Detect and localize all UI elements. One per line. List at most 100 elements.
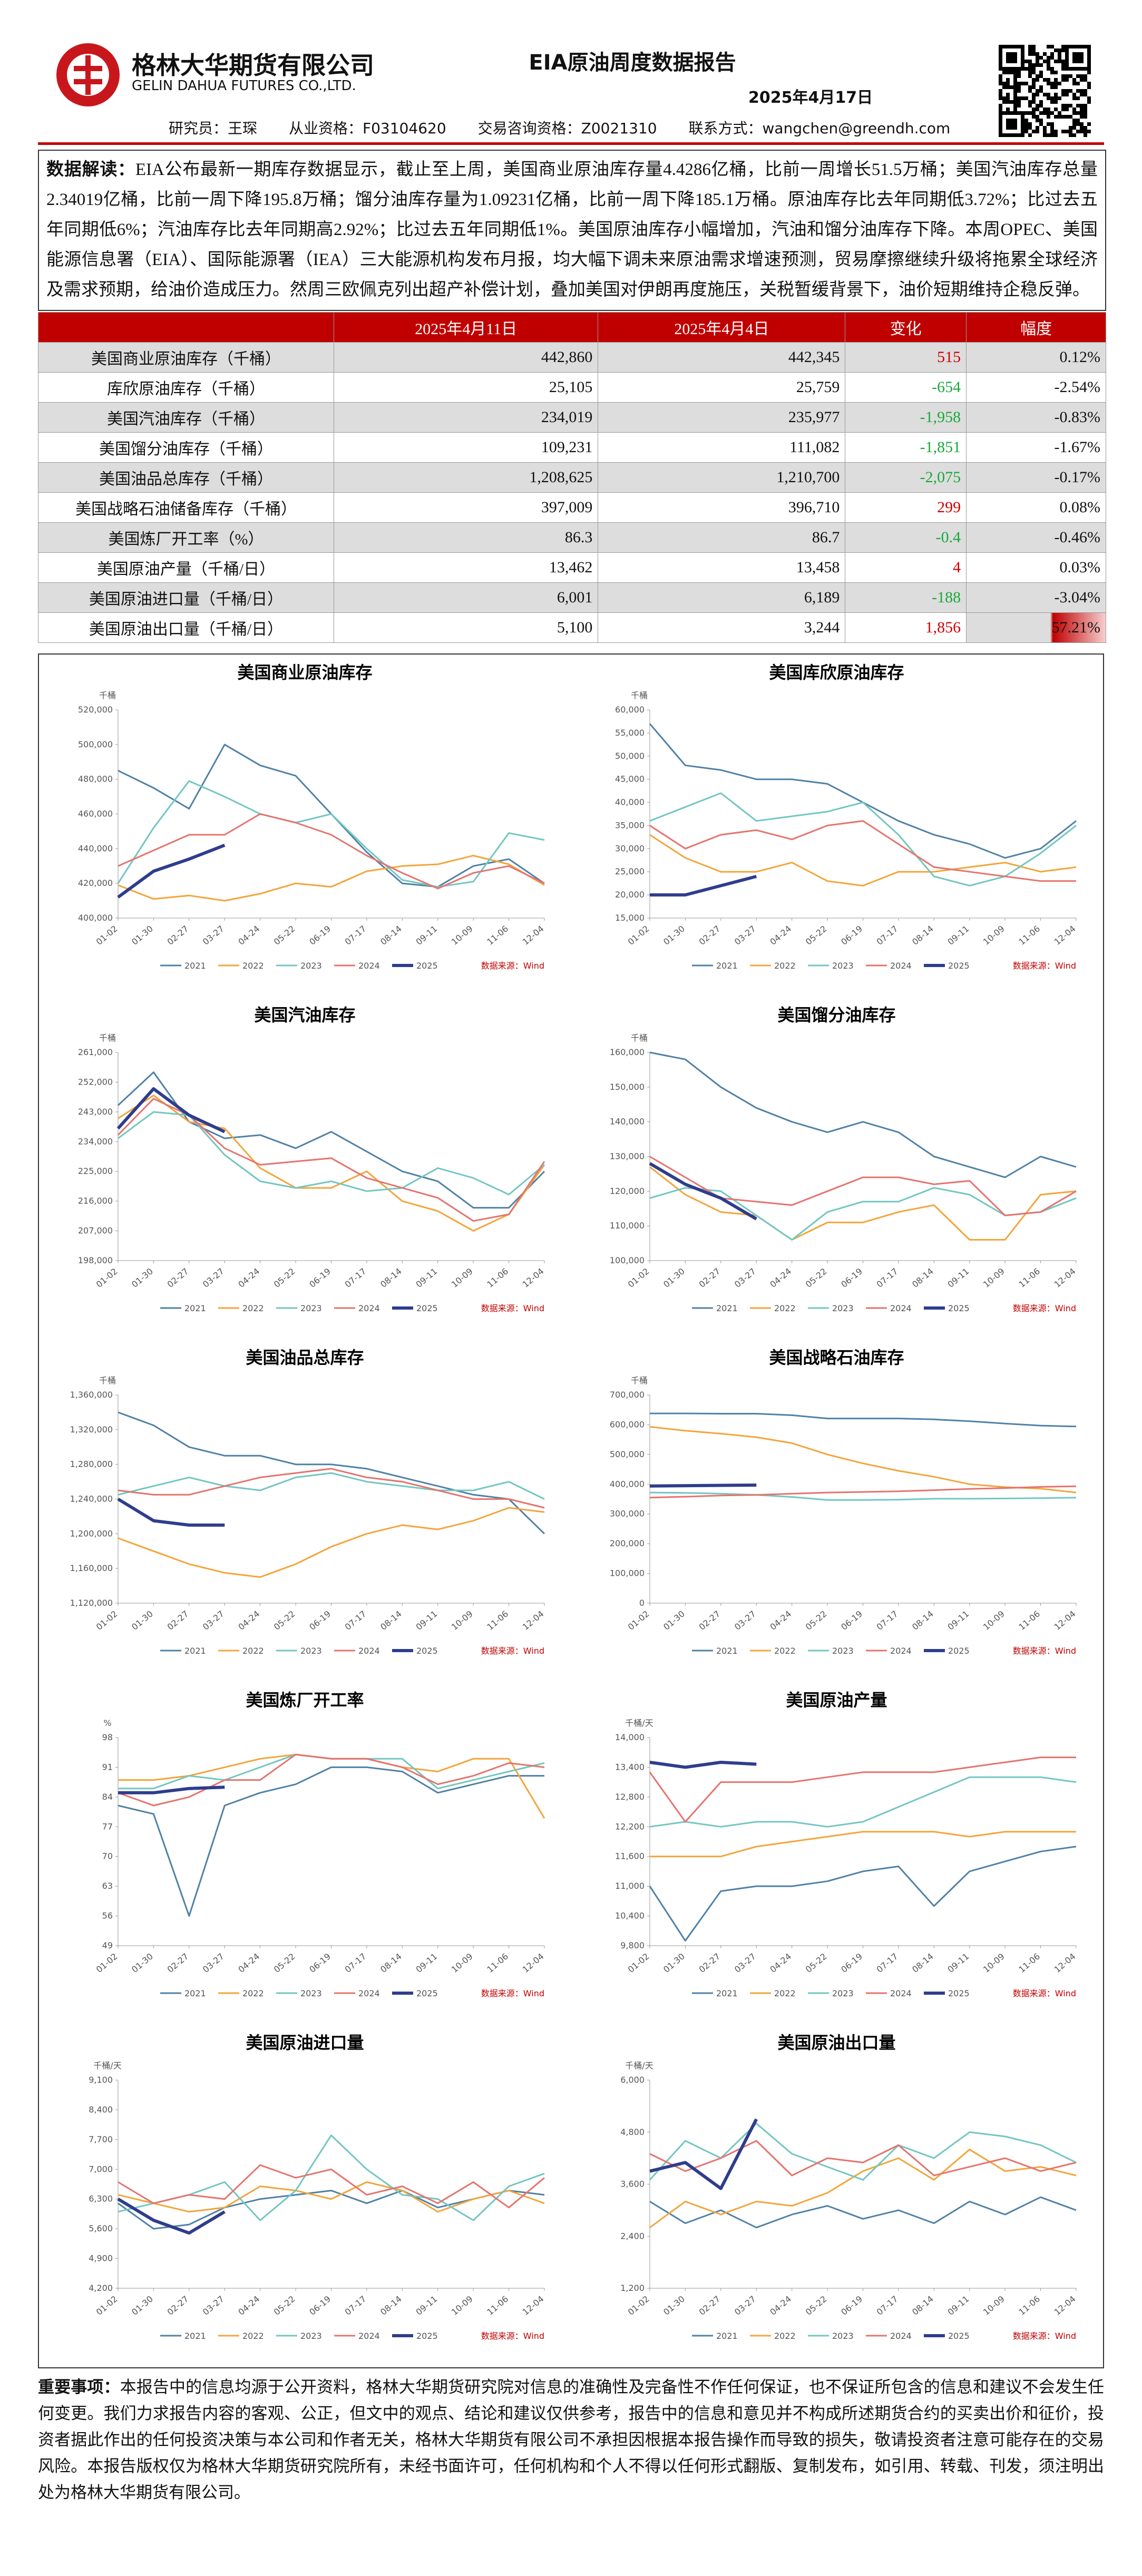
legend-label: 2025 <box>948 1646 970 1656</box>
qr-cell <box>999 67 1002 71</box>
legend-label: 2025 <box>948 961 970 971</box>
qr-cell <box>1006 78 1010 82</box>
qr-cell <box>1021 52 1024 56</box>
series-line <box>650 1412 1077 1428</box>
cell: -2.54% <box>966 372 1106 403</box>
qr-cell <box>1028 104 1032 108</box>
qr-cell <box>1043 108 1047 111</box>
qr-cell <box>1043 93 1047 96</box>
x-tick-label: 10-09 <box>450 1266 475 1290</box>
qr-cell <box>1072 126 1076 130</box>
qr-cell <box>1047 78 1050 82</box>
qr-cell <box>1028 60 1032 63</box>
qr-cell <box>1072 111 1076 115</box>
qr-cell <box>1017 89 1021 93</box>
qr-cell <box>1010 85 1013 89</box>
y-tick-label: 400,000 <box>78 913 113 923</box>
series-line <box>118 1472 545 1500</box>
y-tick-label: 130,000 <box>610 1152 645 1162</box>
qr-cell <box>1010 111 1013 115</box>
qr-cell <box>1021 67 1024 71</box>
qr-cell <box>1087 96 1091 100</box>
y-tick-label: 7,700 <box>89 2134 113 2144</box>
legend-label: 2022 <box>774 1646 796 1656</box>
legend-label: 2022 <box>242 1303 264 1313</box>
y-tick-label: 25,000 <box>615 866 645 876</box>
x-tick-label: 12-04 <box>1052 1609 1078 1632</box>
chart-title: 美国炼厂开工率 <box>246 1690 364 1710</box>
qr-cell <box>1010 45 1013 48</box>
qr-cell <box>1065 89 1069 93</box>
qr-cell <box>1032 67 1036 71</box>
legend-label: 2022 <box>242 1646 264 1656</box>
qr-cell <box>999 60 1002 63</box>
cell-text: 0.08% <box>1059 499 1101 516</box>
x-tick-label: 09-11 <box>414 1266 439 1290</box>
row-label: 美国原油出口量（千桶/日） <box>38 612 334 643</box>
qr-cell <box>1076 104 1080 108</box>
qr-cell <box>1061 67 1065 71</box>
qr-cell <box>1006 93 1010 96</box>
qr-cell <box>1017 100 1021 104</box>
qr-cell <box>1058 52 1061 56</box>
x-tick-label: 01-30 <box>661 924 687 947</box>
x-tick-label: 05-22 <box>272 1951 297 1975</box>
qr-cell <box>1065 56 1069 60</box>
qr-cell <box>1036 74 1039 78</box>
series-line <box>118 1766 544 1917</box>
x-tick-label: 04-24 <box>236 1266 261 1290</box>
cell: 13,458 <box>598 552 846 583</box>
divider <box>38 142 1104 145</box>
qr-cell <box>999 108 1002 111</box>
legend-label: 2025 <box>948 2331 970 2341</box>
qr-cell <box>1054 60 1058 63</box>
qr-cell <box>1013 71 1017 74</box>
qr-cell <box>1069 89 1072 93</box>
legend-label: 2024 <box>358 1646 380 1656</box>
y-tick-label: 234,000 <box>78 1136 113 1146</box>
qr-cell <box>1006 122 1010 126</box>
qr-cell <box>1006 45 1010 48</box>
cell: 13,462 <box>333 552 599 583</box>
x-tick-label: 11-06 <box>485 924 510 947</box>
qr-cell <box>1072 119 1076 122</box>
y-tick-label: 480,000 <box>78 774 113 784</box>
notice-label: 重要事项： <box>38 2378 120 2397</box>
qr-cell <box>1058 96 1061 100</box>
qr-cell <box>1021 119 1024 122</box>
qr-cell <box>1028 45 1032 48</box>
series-line <box>118 1507 545 1578</box>
cell: 397,009 <box>333 492 599 523</box>
qr-cell <box>1036 119 1039 122</box>
legend-label: 2021 <box>716 1646 738 1656</box>
qr-cell <box>1032 85 1036 89</box>
qr-cell <box>1013 45 1017 48</box>
y-tick-label: 4,800 <box>620 2127 645 2137</box>
x-tick-label: 02-27 <box>697 924 723 947</box>
cell: -3.04% <box>966 582 1106 613</box>
qr-cell <box>1024 67 1028 71</box>
y-tick-label: 440,000 <box>78 843 113 853</box>
y-tick-label: 120,000 <box>610 1186 645 1196</box>
row-label: 美国战略石油储备库存（千桶） <box>38 492 334 523</box>
legend-label: 2023 <box>832 1988 854 1998</box>
legend-label: 2022 <box>242 961 264 971</box>
y-tick-label: 13,400 <box>615 1762 645 1772</box>
qr-cell <box>1002 67 1006 71</box>
qr-cell <box>1061 63 1065 67</box>
qr-cell <box>1024 82 1028 85</box>
qr-cell <box>1084 78 1087 82</box>
cell: 86.7 <box>598 522 846 553</box>
qr-cell <box>1050 85 1054 89</box>
column-header: 幅度 <box>966 312 1106 343</box>
cell: -1,958 <box>845 402 967 433</box>
qr-cell <box>1076 119 1080 122</box>
qr-cell <box>1036 63 1039 67</box>
qr-cell <box>999 126 1002 130</box>
cell-text: 3,244 <box>804 619 840 636</box>
series-line <box>117 844 226 899</box>
x-tick-label: 10-09 <box>981 1609 1007 1632</box>
x-tick-label: 08-14 <box>910 1266 935 1290</box>
qr-cell <box>1039 89 1043 93</box>
source-note: 数据来源：Wind <box>1013 1646 1076 1656</box>
